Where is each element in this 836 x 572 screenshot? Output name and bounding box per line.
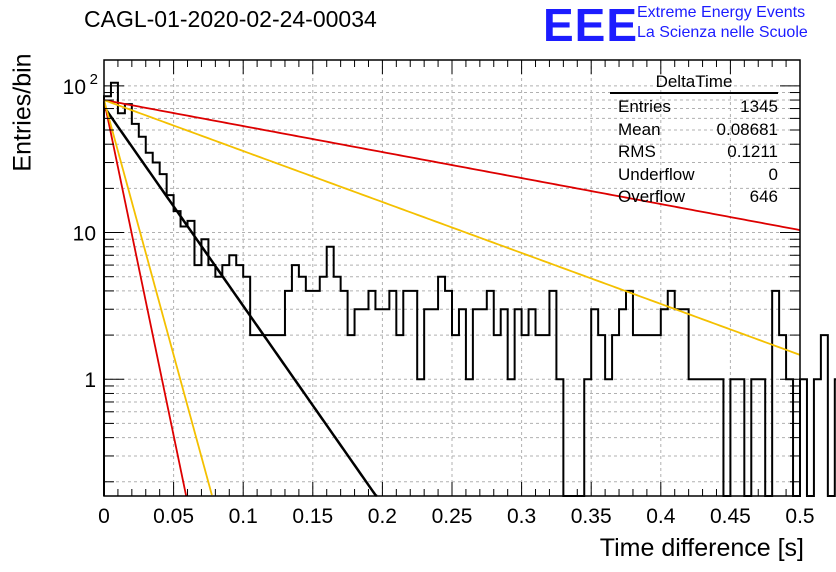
stats-title: DeltaTime	[610, 72, 778, 94]
logo-text: Extreme Energy Events La Scienza nelle S…	[637, 3, 808, 43]
stats-row-entries: Entries 1345	[610, 96, 778, 119]
stats-label: Overflow	[618, 187, 686, 206]
x-tick-label: 0.05	[153, 505, 194, 528]
stats-value: 1345	[740, 97, 778, 116]
fit-curve	[103, 99, 188, 497]
x-tick-label: 0.35	[571, 505, 612, 528]
x-tick-label: 0.4	[646, 505, 676, 528]
y-tick-label: 1	[84, 369, 96, 392]
stats-value: 0.1211	[727, 142, 778, 161]
logo-line-1: Extreme Energy Events	[637, 4, 806, 21]
fit-curve	[102, 106, 378, 498]
x-tick-label: 0	[98, 505, 110, 528]
logo-line-2: La Scienza nelle Scuole	[637, 24, 808, 41]
stats-label: RMS	[618, 142, 656, 161]
x-tick-label: 0.5	[785, 505, 814, 528]
stats-row-overflow: Overflow 646	[610, 186, 778, 209]
y-tick-label: 10	[63, 76, 86, 99]
stats-value: 646	[749, 187, 778, 206]
y-tick-label: 10	[73, 223, 96, 246]
stats-value: 0.08681	[716, 119, 778, 139]
x-tick-label: 0.2	[368, 505, 397, 528]
x-tick-label: 0.1	[229, 505, 258, 528]
x-tick-label: 0.25	[432, 505, 473, 528]
x-tick-label: 0.3	[507, 505, 536, 528]
chart-title: CAGL-01-2020-02-24-00034	[84, 6, 377, 32]
fit-curve	[103, 99, 213, 496]
y-tick-exponent: 2	[90, 71, 98, 88]
stats-value: 0	[768, 164, 778, 184]
x-tick-label: 0.45	[710, 505, 751, 528]
stats-label: Mean	[618, 119, 661, 139]
stats-row-underflow: Underflow 0	[610, 164, 778, 187]
eee-logo: EEE	[543, 0, 639, 51]
stats-box: DeltaTime Entries 1345 Mean 0.08681 RMS 0.121…	[610, 72, 778, 209]
fit-curve	[103, 99, 801, 231]
x-axis-label: Time difference [s]	[599, 534, 804, 562]
histogram-steps	[103, 81, 836, 497]
stats-label: Underflow	[618, 164, 695, 184]
fit-curve	[103, 99, 801, 356]
stats-rows: Entries 1345 Mean 0.08681 RMS 0.1211 Underflow…	[610, 96, 778, 209]
stats-label: Entries	[618, 97, 671, 116]
y-axis-label: Entries/bin	[8, 53, 37, 172]
stats-row-rms: RMS 0.1211	[610, 141, 778, 164]
stats-row-mean: Mean 0.08681	[610, 119, 778, 142]
x-tick-label: 0.15	[292, 505, 333, 528]
